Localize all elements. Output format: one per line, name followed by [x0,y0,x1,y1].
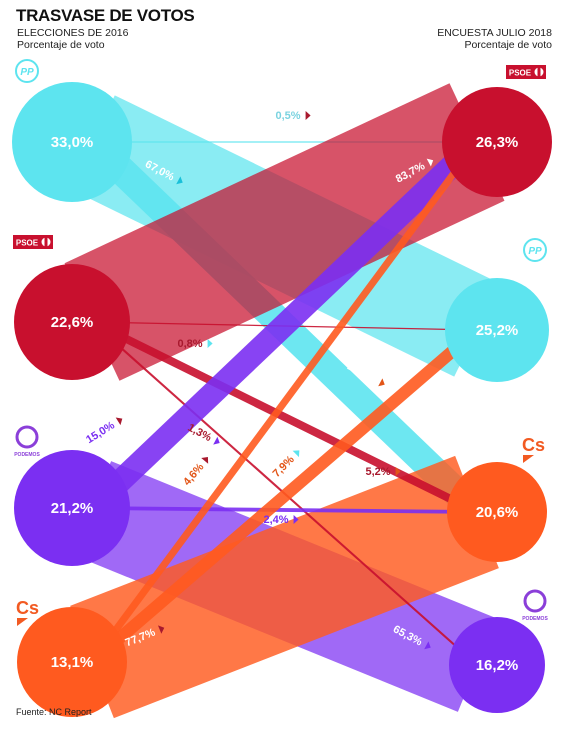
right-column-unit: Porcentaje de voto [464,39,552,51]
flow-label-cs-to-psoe: 4,6% [181,457,209,488]
party-logos: PP PSOE PODEMOS Cs PSOE PP Cs PODEMOS [13,59,548,626]
right-node-cs [447,462,547,562]
flow-label-text: 0,5% [275,110,300,122]
right-logo-pp-icon: PP [523,238,547,262]
flow-label-psoe-to-pp: 0,8% [177,338,213,350]
svg-text:PODEMOS: PODEMOS [522,616,548,622]
flow-arrow-icon [378,378,385,387]
flow-label-cs-to-pp: 7,9% [271,450,300,480]
right-node-value-psoe: 26,3% [476,134,519,151]
right-column-header: ENCUESTA JULIO 2018 Porcentaje de voto [437,27,552,51]
left-logo-pp-icon: PP [15,59,39,83]
left-node-value-psoe: 22,6% [51,314,94,331]
right-logo-cs-icon: Cs [522,435,545,463]
flow-arrow-icon [201,457,209,464]
right-logo-podemos-icon: PODEMOS [522,589,548,622]
right-node-psoe [442,87,552,197]
flow-arrow-icon [292,450,300,458]
source-note: Fuente: NC Report [16,707,92,717]
svg-text:Cs: Cs [16,598,39,618]
right-node-podemos [449,617,545,713]
left-node-value-podemos: 21,2% [51,500,94,517]
flow-arrow-icon [115,417,123,426]
left-column-title: ELECCIONES DE 2016 [17,27,129,39]
left-node-value-cs: 13,1% [51,654,94,671]
left-node-value-pp: 33,0% [51,134,94,151]
flow-label-podemos-to-cs: 2,4% [263,514,299,526]
flow-arrow-icon [157,625,165,634]
flow-arrow-icon [426,158,434,167]
flow-label-text: 5,2% [365,466,390,478]
party-nodes: 33,0% 22,6% 21,2% 13,1% 26,3% 25,2% 20,6% 16,2% [12,82,552,717]
svg-text:PP: PP [20,67,34,78]
left-logo-cs-icon: Cs [16,598,39,626]
flow-cs-to-pp [88,325,481,667]
flow-label-text: 7,9% [271,453,297,479]
flow-arrow-icon [213,436,220,445]
flow-label-psoe-to-podemos: 1,3% [186,422,220,445]
flow-arrow-icon [395,467,401,476]
svg-text:PODEMOS: PODEMOS [14,452,40,458]
flow-label-text: 4,6% [181,461,206,488]
right-column-title: ENCUESTA JULIO 2018 [437,27,552,39]
flow-arrow-icon [207,339,213,348]
flow-arrow-icon [305,111,311,120]
flow-cs-to-psoe [89,139,480,665]
flow-label-text: 15,0% [84,419,117,446]
flow-arrow-icon [293,515,299,524]
svg-text:Cs: Cs [522,435,545,455]
flow-bands [64,83,505,719]
flow-label-pp-to-psoe: 0,5% [275,110,311,122]
flow-label-psoe-to-cs: 5,2% [365,466,401,478]
flow-arrow-icon [424,641,431,650]
right-node-value-cs: 20,6% [476,504,519,521]
flow-cs-to-cs [70,455,499,719]
flow-podemos-to-cs [91,506,478,514]
left-logo-psoe-icon: PSOE [13,235,53,249]
left-node-psoe [14,264,130,380]
right-node-pp [445,278,549,382]
flow-podemos-to-psoe [83,133,486,517]
right-logo-psoe-icon: PSOE [506,65,546,79]
flow-label-text: 2,4% [263,514,288,526]
left-node-cs [17,607,127,717]
flow-psoe-to-cs [90,318,479,516]
flow-label-text: 0,8% [177,338,202,350]
svg-text:PSOE: PSOE [509,69,532,78]
right-node-value-pp: 25,2% [476,322,519,339]
left-column-header: ELECCIONES DE 2016 Porcentaje de voto [17,27,128,51]
svg-text:PP: PP [528,246,542,257]
svg-text:PSOE: PSOE [16,239,39,248]
left-column-unit: Porcentaje de voto [17,39,105,51]
flow-label-text: 1,3% [186,422,214,444]
flow-psoe-to-psoe [64,83,505,381]
left-node-podemos [14,450,130,566]
left-logo-podemos-icon: PODEMOS [14,425,40,458]
right-node-value-podemos: 16,2% [476,657,519,674]
page-title: TRASVASE DE VOTOS [16,6,195,25]
left-node-pp [12,82,132,202]
flow-label-podemos-to-psoe: 15,0% [84,417,123,446]
flow-arrow-icon [176,176,183,185]
